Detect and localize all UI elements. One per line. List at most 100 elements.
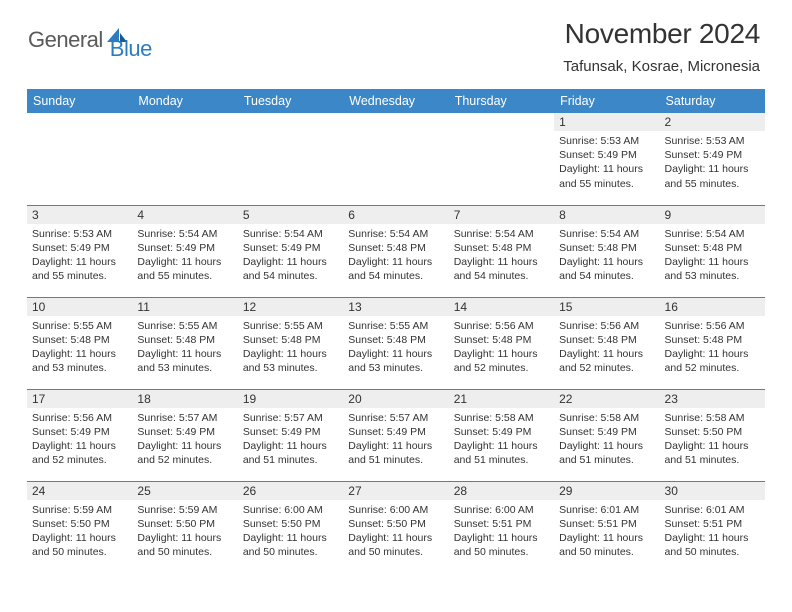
calendar-body: 1Sunrise: 5:53 AMSunset: 5:49 PMDaylight… xyxy=(27,113,765,573)
day-number: 2 xyxy=(660,113,765,131)
day-body: Sunrise: 5:55 AMSunset: 5:48 PMDaylight:… xyxy=(238,316,343,379)
day-number: 28 xyxy=(449,482,554,500)
day-number: 4 xyxy=(132,206,237,224)
calendar-week-row: 24Sunrise: 5:59 AMSunset: 5:50 PMDayligh… xyxy=(27,481,765,573)
day-body: Sunrise: 5:56 AMSunset: 5:48 PMDaylight:… xyxy=(449,316,554,379)
day-number: 9 xyxy=(660,206,765,224)
day-number: 15 xyxy=(554,298,659,316)
logo-text-general: General xyxy=(28,27,103,53)
calendar-week-row: 10Sunrise: 5:55 AMSunset: 5:48 PMDayligh… xyxy=(27,297,765,389)
calendar-cell: 30Sunrise: 6:01 AMSunset: 5:51 PMDayligh… xyxy=(660,481,765,573)
calendar-table: SundayMondayTuesdayWednesdayThursdayFrid… xyxy=(27,89,765,573)
day-body: Sunrise: 6:00 AMSunset: 5:50 PMDaylight:… xyxy=(238,500,343,563)
calendar-cell: 7Sunrise: 5:54 AMSunset: 5:48 PMDaylight… xyxy=(449,205,554,297)
calendar-cell xyxy=(27,113,132,205)
day-number: 12 xyxy=(238,298,343,316)
day-body: Sunrise: 5:55 AMSunset: 5:48 PMDaylight:… xyxy=(343,316,448,379)
day-body: Sunrise: 5:57 AMSunset: 5:49 PMDaylight:… xyxy=(238,408,343,471)
calendar-cell: 11Sunrise: 5:55 AMSunset: 5:48 PMDayligh… xyxy=(132,297,237,389)
day-header: Thursday xyxy=(449,89,554,113)
day-body: Sunrise: 5:58 AMSunset: 5:50 PMDaylight:… xyxy=(660,408,765,471)
day-body: Sunrise: 5:57 AMSunset: 5:49 PMDaylight:… xyxy=(343,408,448,471)
calendar-cell: 14Sunrise: 5:56 AMSunset: 5:48 PMDayligh… xyxy=(449,297,554,389)
day-body: Sunrise: 5:54 AMSunset: 5:49 PMDaylight:… xyxy=(132,224,237,287)
day-number: 11 xyxy=(132,298,237,316)
day-body: Sunrise: 5:58 AMSunset: 5:49 PMDaylight:… xyxy=(449,408,554,471)
calendar-cell: 19Sunrise: 5:57 AMSunset: 5:49 PMDayligh… xyxy=(238,389,343,481)
calendar-cell: 5Sunrise: 5:54 AMSunset: 5:49 PMDaylight… xyxy=(238,205,343,297)
day-number: 27 xyxy=(343,482,448,500)
calendar-cell: 16Sunrise: 5:56 AMSunset: 5:48 PMDayligh… xyxy=(660,297,765,389)
calendar-header-row: SundayMondayTuesdayWednesdayThursdayFrid… xyxy=(27,89,765,113)
day-number: 14 xyxy=(449,298,554,316)
calendar-cell: 4Sunrise: 5:54 AMSunset: 5:49 PMDaylight… xyxy=(132,205,237,297)
day-body: Sunrise: 5:53 AMSunset: 5:49 PMDaylight:… xyxy=(660,131,765,194)
day-number: 29 xyxy=(554,482,659,500)
day-header: Wednesday xyxy=(343,89,448,113)
calendar-cell xyxy=(132,113,237,205)
day-number: 17 xyxy=(27,390,132,408)
day-number: 21 xyxy=(449,390,554,408)
calendar-week-row: 1Sunrise: 5:53 AMSunset: 5:49 PMDaylight… xyxy=(27,113,765,205)
calendar-week-row: 3Sunrise: 5:53 AMSunset: 5:49 PMDaylight… xyxy=(27,205,765,297)
day-header: Monday xyxy=(132,89,237,113)
day-number: 16 xyxy=(660,298,765,316)
day-number: 22 xyxy=(554,390,659,408)
day-header: Saturday xyxy=(660,89,765,113)
day-number: 5 xyxy=(238,206,343,224)
calendar-cell: 29Sunrise: 6:01 AMSunset: 5:51 PMDayligh… xyxy=(554,481,659,573)
calendar-cell: 17Sunrise: 5:56 AMSunset: 5:49 PMDayligh… xyxy=(27,389,132,481)
calendar-cell: 25Sunrise: 5:59 AMSunset: 5:50 PMDayligh… xyxy=(132,481,237,573)
day-number: 13 xyxy=(343,298,448,316)
day-body: Sunrise: 5:53 AMSunset: 5:49 PMDaylight:… xyxy=(27,224,132,287)
calendar-cell: 3Sunrise: 5:53 AMSunset: 5:49 PMDaylight… xyxy=(27,205,132,297)
day-header: Sunday xyxy=(27,89,132,113)
day-number: 6 xyxy=(343,206,448,224)
day-header: Friday xyxy=(554,89,659,113)
day-body: Sunrise: 5:53 AMSunset: 5:49 PMDaylight:… xyxy=(554,131,659,194)
day-body: Sunrise: 5:55 AMSunset: 5:48 PMDaylight:… xyxy=(132,316,237,379)
day-number: 1 xyxy=(554,113,659,131)
calendar-cell: 9Sunrise: 5:54 AMSunset: 5:48 PMDaylight… xyxy=(660,205,765,297)
calendar-week-row: 17Sunrise: 5:56 AMSunset: 5:49 PMDayligh… xyxy=(27,389,765,481)
calendar-cell: 8Sunrise: 5:54 AMSunset: 5:48 PMDaylight… xyxy=(554,205,659,297)
calendar-cell: 10Sunrise: 5:55 AMSunset: 5:48 PMDayligh… xyxy=(27,297,132,389)
calendar-cell: 27Sunrise: 6:00 AMSunset: 5:50 PMDayligh… xyxy=(343,481,448,573)
day-body: Sunrise: 5:57 AMSunset: 5:49 PMDaylight:… xyxy=(132,408,237,471)
day-body: Sunrise: 5:56 AMSunset: 5:49 PMDaylight:… xyxy=(27,408,132,471)
calendar-cell: 23Sunrise: 5:58 AMSunset: 5:50 PMDayligh… xyxy=(660,389,765,481)
day-body: Sunrise: 6:01 AMSunset: 5:51 PMDaylight:… xyxy=(660,500,765,563)
day-number: 26 xyxy=(238,482,343,500)
title-block: November 2024 Tafunsak, Kosrae, Micrones… xyxy=(563,18,760,75)
day-number: 23 xyxy=(660,390,765,408)
calendar-cell: 13Sunrise: 5:55 AMSunset: 5:48 PMDayligh… xyxy=(343,297,448,389)
calendar-cell xyxy=(449,113,554,205)
logo: General Blue xyxy=(28,18,152,62)
day-number: 8 xyxy=(554,206,659,224)
calendar-cell: 24Sunrise: 5:59 AMSunset: 5:50 PMDayligh… xyxy=(27,481,132,573)
day-body: Sunrise: 5:59 AMSunset: 5:50 PMDaylight:… xyxy=(132,500,237,563)
calendar-cell xyxy=(343,113,448,205)
day-number: 10 xyxy=(27,298,132,316)
calendar-cell: 28Sunrise: 6:00 AMSunset: 5:51 PMDayligh… xyxy=(449,481,554,573)
day-body: Sunrise: 5:54 AMSunset: 5:48 PMDaylight:… xyxy=(554,224,659,287)
day-number: 24 xyxy=(27,482,132,500)
month-title: November 2024 xyxy=(563,18,760,50)
day-body: Sunrise: 5:54 AMSunset: 5:48 PMDaylight:… xyxy=(660,224,765,287)
calendar-cell xyxy=(238,113,343,205)
calendar-cell: 1Sunrise: 5:53 AMSunset: 5:49 PMDaylight… xyxy=(554,113,659,205)
calendar-cell: 2Sunrise: 5:53 AMSunset: 5:49 PMDaylight… xyxy=(660,113,765,205)
day-body: Sunrise: 6:00 AMSunset: 5:50 PMDaylight:… xyxy=(343,500,448,563)
day-body: Sunrise: 5:56 AMSunset: 5:48 PMDaylight:… xyxy=(554,316,659,379)
day-number: 3 xyxy=(27,206,132,224)
day-body: Sunrise: 5:58 AMSunset: 5:49 PMDaylight:… xyxy=(554,408,659,471)
day-body: Sunrise: 6:00 AMSunset: 5:51 PMDaylight:… xyxy=(449,500,554,563)
day-header: Tuesday xyxy=(238,89,343,113)
day-body: Sunrise: 6:01 AMSunset: 5:51 PMDaylight:… xyxy=(554,500,659,563)
day-body: Sunrise: 5:59 AMSunset: 5:50 PMDaylight:… xyxy=(27,500,132,563)
day-body: Sunrise: 5:56 AMSunset: 5:48 PMDaylight:… xyxy=(660,316,765,379)
location: Tafunsak, Kosrae, Micronesia xyxy=(563,58,760,75)
day-body: Sunrise: 5:55 AMSunset: 5:48 PMDaylight:… xyxy=(27,316,132,379)
calendar-cell: 26Sunrise: 6:00 AMSunset: 5:50 PMDayligh… xyxy=(238,481,343,573)
day-number: 25 xyxy=(132,482,237,500)
